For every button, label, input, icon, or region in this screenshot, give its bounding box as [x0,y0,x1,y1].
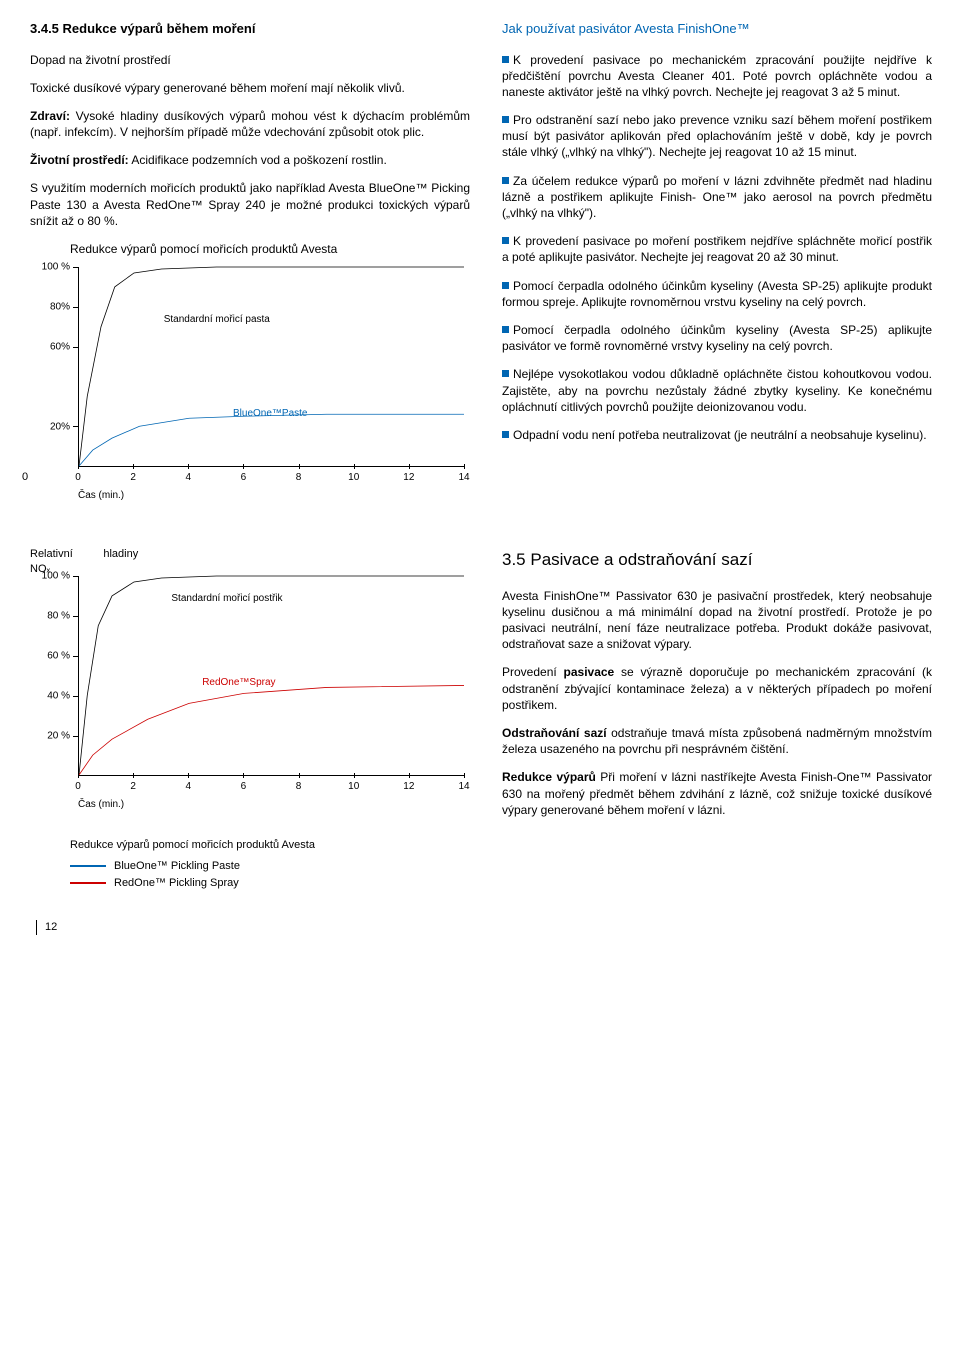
bullet-1: K provedení pasivace po mechanickém zpra… [502,52,932,101]
para-35b: Provedení pasivace se výrazně doporučuje… [502,664,932,713]
chart2-xlabel: Čas (min.) [78,798,470,812]
right-column: Jak používat pasivátor Avesta FinishOne™… [502,20,932,529]
legend-title: Redukce výparů pomocí mořicích produktů … [70,838,470,853]
y-tick-label: 20% [50,420,70,434]
y-tick-label: 80 % [47,610,70,624]
bullet-5: Pomocí čerpadla odolného účinkům kyselin… [502,278,932,310]
legend-line [70,865,106,867]
x-tick-label: 8 [296,780,302,794]
right-column-bottom: 3.5 Pasivace a odstraňování sazí Avesta … [502,539,932,891]
chart-1: Redukce výparů pomocí mořicích produktů … [30,241,470,503]
bullet-8: Odpadní vodu není potřeba neutralizovat … [502,427,932,443]
heading-35: 3.5 Pasivace a odstraňování sazí [502,549,932,572]
para-modern: S využitím moderních mořicích produktů j… [30,180,470,229]
x-tick-label: 4 [186,471,192,485]
para-toxic: Toxické dusíkové výpary generované během… [30,80,470,96]
x-tick-label: 10 [348,471,359,485]
bullet-6: Pomocí čerpadla odolného účinkům kyselin… [502,322,932,354]
y-tick-label: 100 % [42,570,70,584]
chart2-toplabel: Relativní hladiny NOₓ [30,547,470,577]
heading-345: 3.4.5 Redukce výparů během moření [30,20,470,38]
para-impact: Dopad na životní prostředí [30,52,470,68]
x-tick-label: 14 [458,471,469,485]
para-health: Zdraví: Vysoké hladiny dusíkových výparů… [30,108,470,140]
y-tick-label: 20 % [47,730,70,744]
bottom-columns: Relativní hladiny NOₓ 100 % 80 % 60 % 40 % 2… [30,539,932,891]
chart2-plot: 100 %80 %60 %40 %20 %Standardní mořicí p… [30,576,470,796]
y-tick-label: 60% [50,340,70,354]
top-columns: 3.4.5 Redukce výparů během moření Dopad … [30,20,932,529]
para-35d: Redukce výparů Při moření v lázni nastří… [502,769,932,818]
legend-label: BlueOne™ Pickling Paste [114,859,240,874]
square-icon [502,282,509,289]
y-tick-label: 100 % [42,260,70,274]
env-label: Životní prostředí: [30,153,129,167]
square-icon [502,326,509,333]
x-tick-label: 12 [403,780,414,794]
x-tick-label: 6 [241,471,247,485]
para-env: Životní prostředí: Acidifikace podzemníc… [30,152,470,168]
chart1-plot: 100 %80%60%20%Standardní mořicí pastaBlu… [30,267,470,487]
x-tick-label: 6 [241,780,247,794]
square-icon [502,431,509,438]
square-icon [502,116,509,123]
x-tick-label: 10 [348,780,359,794]
bullet-4: K provedení pasivace po moření postřikem… [502,233,932,265]
health-label: Zdraví: [30,109,70,123]
square-icon [502,177,509,184]
square-icon [502,237,509,244]
chart-2: Relativní hladiny NOₓ 100 % 80 % 60 % 40 % 2… [30,547,470,812]
health-text: Vysoké hladiny dusíkových výparů mohou v… [30,109,470,139]
chart1-xlabel: Čas (min.) [78,489,470,503]
y-tick-label: 60 % [47,650,70,664]
env-text: Acidifikace podzemních vod a poškození r… [129,153,387,167]
left-column-bottom: Relativní hladiny NOₓ 100 % 80 % 60 % 40 % 2… [30,539,470,891]
para-35a: Avesta FinishOne™ Passivator 630 je pasi… [502,588,932,653]
bullet-3: Za účelem redukce výparů po moření v láz… [502,173,932,222]
legend-block: Redukce výparů pomocí mořicích produktů … [70,838,470,891]
callout-title: Jak používat pasivátor Avesta FinishOne™ [502,20,932,38]
x-tick-label: 0 [75,471,81,485]
left-column: 3.4.5 Redukce výparů během moření Dopad … [30,20,470,529]
y-tick-label: 40 % [47,690,70,704]
para-35c: Odstraňování sazí odstraňuje tmavá místa… [502,725,932,757]
x-tick-label: 8 [296,471,302,485]
legend-label: RedOne™ Pickling Spray [114,876,239,891]
page-number: 12 [36,920,932,935]
legend-item: BlueOne™ Pickling Paste [70,859,470,874]
y-tick-label: 80% [50,300,70,314]
chart1-title: Redukce výparů pomocí mořicích produktů … [70,241,470,257]
x-tick-label: 4 [186,780,192,794]
x-tick-label: 0 [75,780,81,794]
square-icon [502,56,509,63]
chart1-zero: 0 [22,470,28,485]
x-tick-label: 14 [458,780,469,794]
x-tick-label: 12 [403,471,414,485]
legend-line [70,882,106,884]
x-tick-label: 2 [130,780,136,794]
x-tick-label: 2 [130,471,136,485]
bullet-2: Pro odstranění sazí nebo jako prevence v… [502,112,932,161]
legend-item: RedOne™ Pickling Spray [70,876,470,891]
bullet-7: Nejlépe vysokotlakou vodou důkladně oplá… [502,366,932,415]
square-icon [502,370,509,377]
